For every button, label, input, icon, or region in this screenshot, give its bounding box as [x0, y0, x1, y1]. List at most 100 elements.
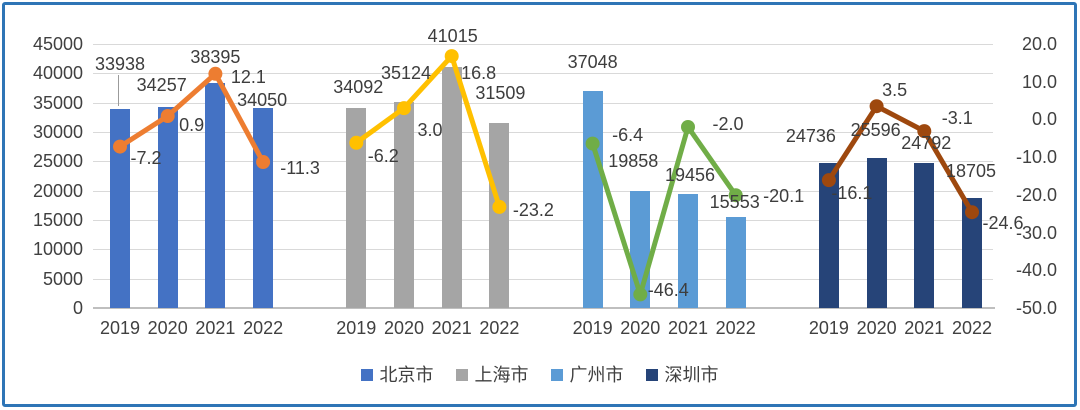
marker-shenzhen-2022 [965, 205, 979, 220]
line-shenzhen [826, 103, 975, 215]
right-axis-tick: -10.0 [1015, 147, 1057, 168]
combo-chart: 45000 40000 35000 30000 25000 20000 15000 10000… [5, 5, 1074, 404]
left-axis-tick: 35000 [32, 92, 83, 113]
line-label-beijing-2021: 12.1 [230, 66, 266, 87]
bar-label-shenzhen-2019: 24736 [785, 125, 836, 146]
label-leader-line [118, 74, 119, 106]
gridline [93, 190, 993, 192]
x-tick-label-beijing-2021: 2021 [195, 318, 236, 338]
bar-shenzhen-2022 [962, 198, 982, 308]
x-axis-line [93, 307, 995, 309]
bar-label-beijing-2020: 34257 [136, 75, 187, 96]
x-tick-label-shanghai-2022: 2022 [479, 318, 520, 338]
bar-label-shenzhen-2020: 25596 [850, 119, 901, 140]
right-axis-tick: 10.0 [1021, 71, 1057, 92]
x-tick-label-beijing-2022: 2022 [243, 318, 284, 338]
line-label-shenzhen-2020: 3.5 [882, 80, 908, 101]
line-label-guangzhou-2019: -6.4 [612, 124, 644, 145]
legend-swatch-icon [645, 369, 658, 381]
x-tick-label-shenzhen-2020: 2020 [856, 318, 897, 338]
left-axis-tick: 15000 [32, 210, 83, 230]
right-axis-tick: 0.0 [1031, 109, 1057, 130]
bar-label-shenzhen-2022: 18705 [945, 161, 997, 182]
left-axis-tick: 40000 [32, 63, 83, 84]
legend-swatch-icon [360, 369, 373, 381]
legend-label: 深圳市 [664, 365, 719, 385]
legend-label: 上海市 [474, 365, 529, 385]
chart-legend: 北京市 上海市 广州市 深圳市 [5, 361, 1074, 389]
line-label-shenzhen-2022: -24.6 [982, 213, 1024, 234]
line-label-guangzhou-2022: -20.1 [763, 186, 805, 207]
bar-beijing-2021 [205, 82, 226, 308]
line-series-layer [113, 49, 979, 302]
legend-swatch-icon [455, 369, 468, 381]
x-tick-label-guangzhou-2022: 2022 [715, 318, 756, 338]
right-axis-tick: -50.0 [1015, 298, 1057, 318]
line-label-shanghai-2022: -23.2 [512, 199, 554, 220]
bar-label-guangzhou-2019: 37048 [567, 51, 618, 72]
line-label-beijing-2022: -11.3 [280, 158, 320, 179]
bar-beijing-2019 [110, 108, 130, 308]
bar-guangzhou-2021 [678, 193, 698, 308]
bar-label-beijing-2022: 34050 [237, 90, 288, 111]
marker-guangzhou-2021 [681, 119, 695, 134]
bar-label-beijing-2019: 33938 [94, 53, 146, 74]
gridline [93, 102, 993, 104]
x-tick-label-beijing-2020: 2020 [147, 318, 188, 338]
legend-item-guangzhou: 广州市 [550, 366, 624, 384]
marker-guangzhou-2020 [633, 287, 648, 302]
bar-guangzhou-2022 [725, 216, 746, 308]
x-tick-label-shenzhen-2022: 2022 [951, 318, 993, 338]
x-tick-label-shenzhen-2019: 2019 [808, 318, 849, 338]
bar-label-shanghai-2022: 31509 [475, 83, 526, 104]
bar-label-beijing-2021: 38395 [190, 46, 241, 67]
marker-shanghai-2021 [444, 49, 459, 64]
gridline [93, 44, 993, 45]
marker-shenzhen-2020 [869, 99, 884, 114]
left-axis-tick: 5000 [42, 268, 83, 289]
left-axis-tick: 30000 [32, 122, 83, 142]
left-axis-tick: 0 [72, 298, 83, 318]
x-tick-label-shanghai-2021: 2021 [431, 318, 472, 338]
x-tick-label-beijing-2019: 2019 [99, 318, 141, 338]
bar-label-guangzhou-2020: 19858 [608, 151, 659, 172]
bar-shanghai-2022 [489, 123, 510, 308]
marker-shanghai-2020 [397, 101, 411, 116]
line-label-guangzhou-2020: -46.4 [647, 280, 689, 301]
bar-label-guangzhou-2021: 19456 [664, 164, 716, 185]
left-axis-tick: 45000 [32, 34, 83, 54]
marker-shanghai-2019 [349, 135, 364, 150]
bar-shanghai-2020 [394, 101, 414, 308]
gridline [93, 220, 993, 221]
line-beijing [117, 71, 266, 165]
legend-item-beijing: 北京市 [360, 366, 434, 384]
right-axis-tick: 20.0 [1021, 34, 1057, 54]
x-tick-label-shanghai-2019: 2019 [336, 318, 377, 338]
bar-shanghai-2019 [346, 107, 367, 308]
line-label-beijing-2020: 0.9 [179, 115, 205, 136]
gridline [93, 249, 993, 251]
left-axis-tick: 10000 [32, 239, 83, 260]
bar-shanghai-2021 [441, 67, 462, 308]
line-label-guangzhou-2021: -2.0 [712, 113, 744, 134]
bar-label-shanghai-2020: 35124 [380, 62, 432, 83]
legend-item-shanghai: 上海市 [455, 365, 529, 385]
x-tick-label-guangzhou-2019: 2019 [572, 318, 613, 338]
bar-shenzhen-2019 [818, 162, 839, 308]
marker-beijing-2021 [208, 66, 223, 81]
marker-guangzhou-2022 [728, 188, 743, 203]
marker-guangzhou-2019 [585, 136, 600, 151]
gridline [93, 73, 993, 75]
right-axis-tick: -40.0 [1015, 260, 1057, 281]
line-label-beijing-2019: -7.2 [130, 147, 162, 168]
bar-label-shanghai-2019: 34092 [333, 76, 384, 97]
line-label-shanghai-2019: -6.2 [367, 145, 399, 166]
right-axis-tick: -30.0 [1015, 222, 1057, 243]
bar-label-shenzhen-2021: 24792 [901, 132, 952, 153]
marker-shenzhen-2021 [917, 124, 932, 139]
marker-shanghai-2022 [492, 199, 507, 214]
gridline [93, 278, 993, 280]
legend-item-shenzhen: 深圳市 [645, 365, 719, 385]
